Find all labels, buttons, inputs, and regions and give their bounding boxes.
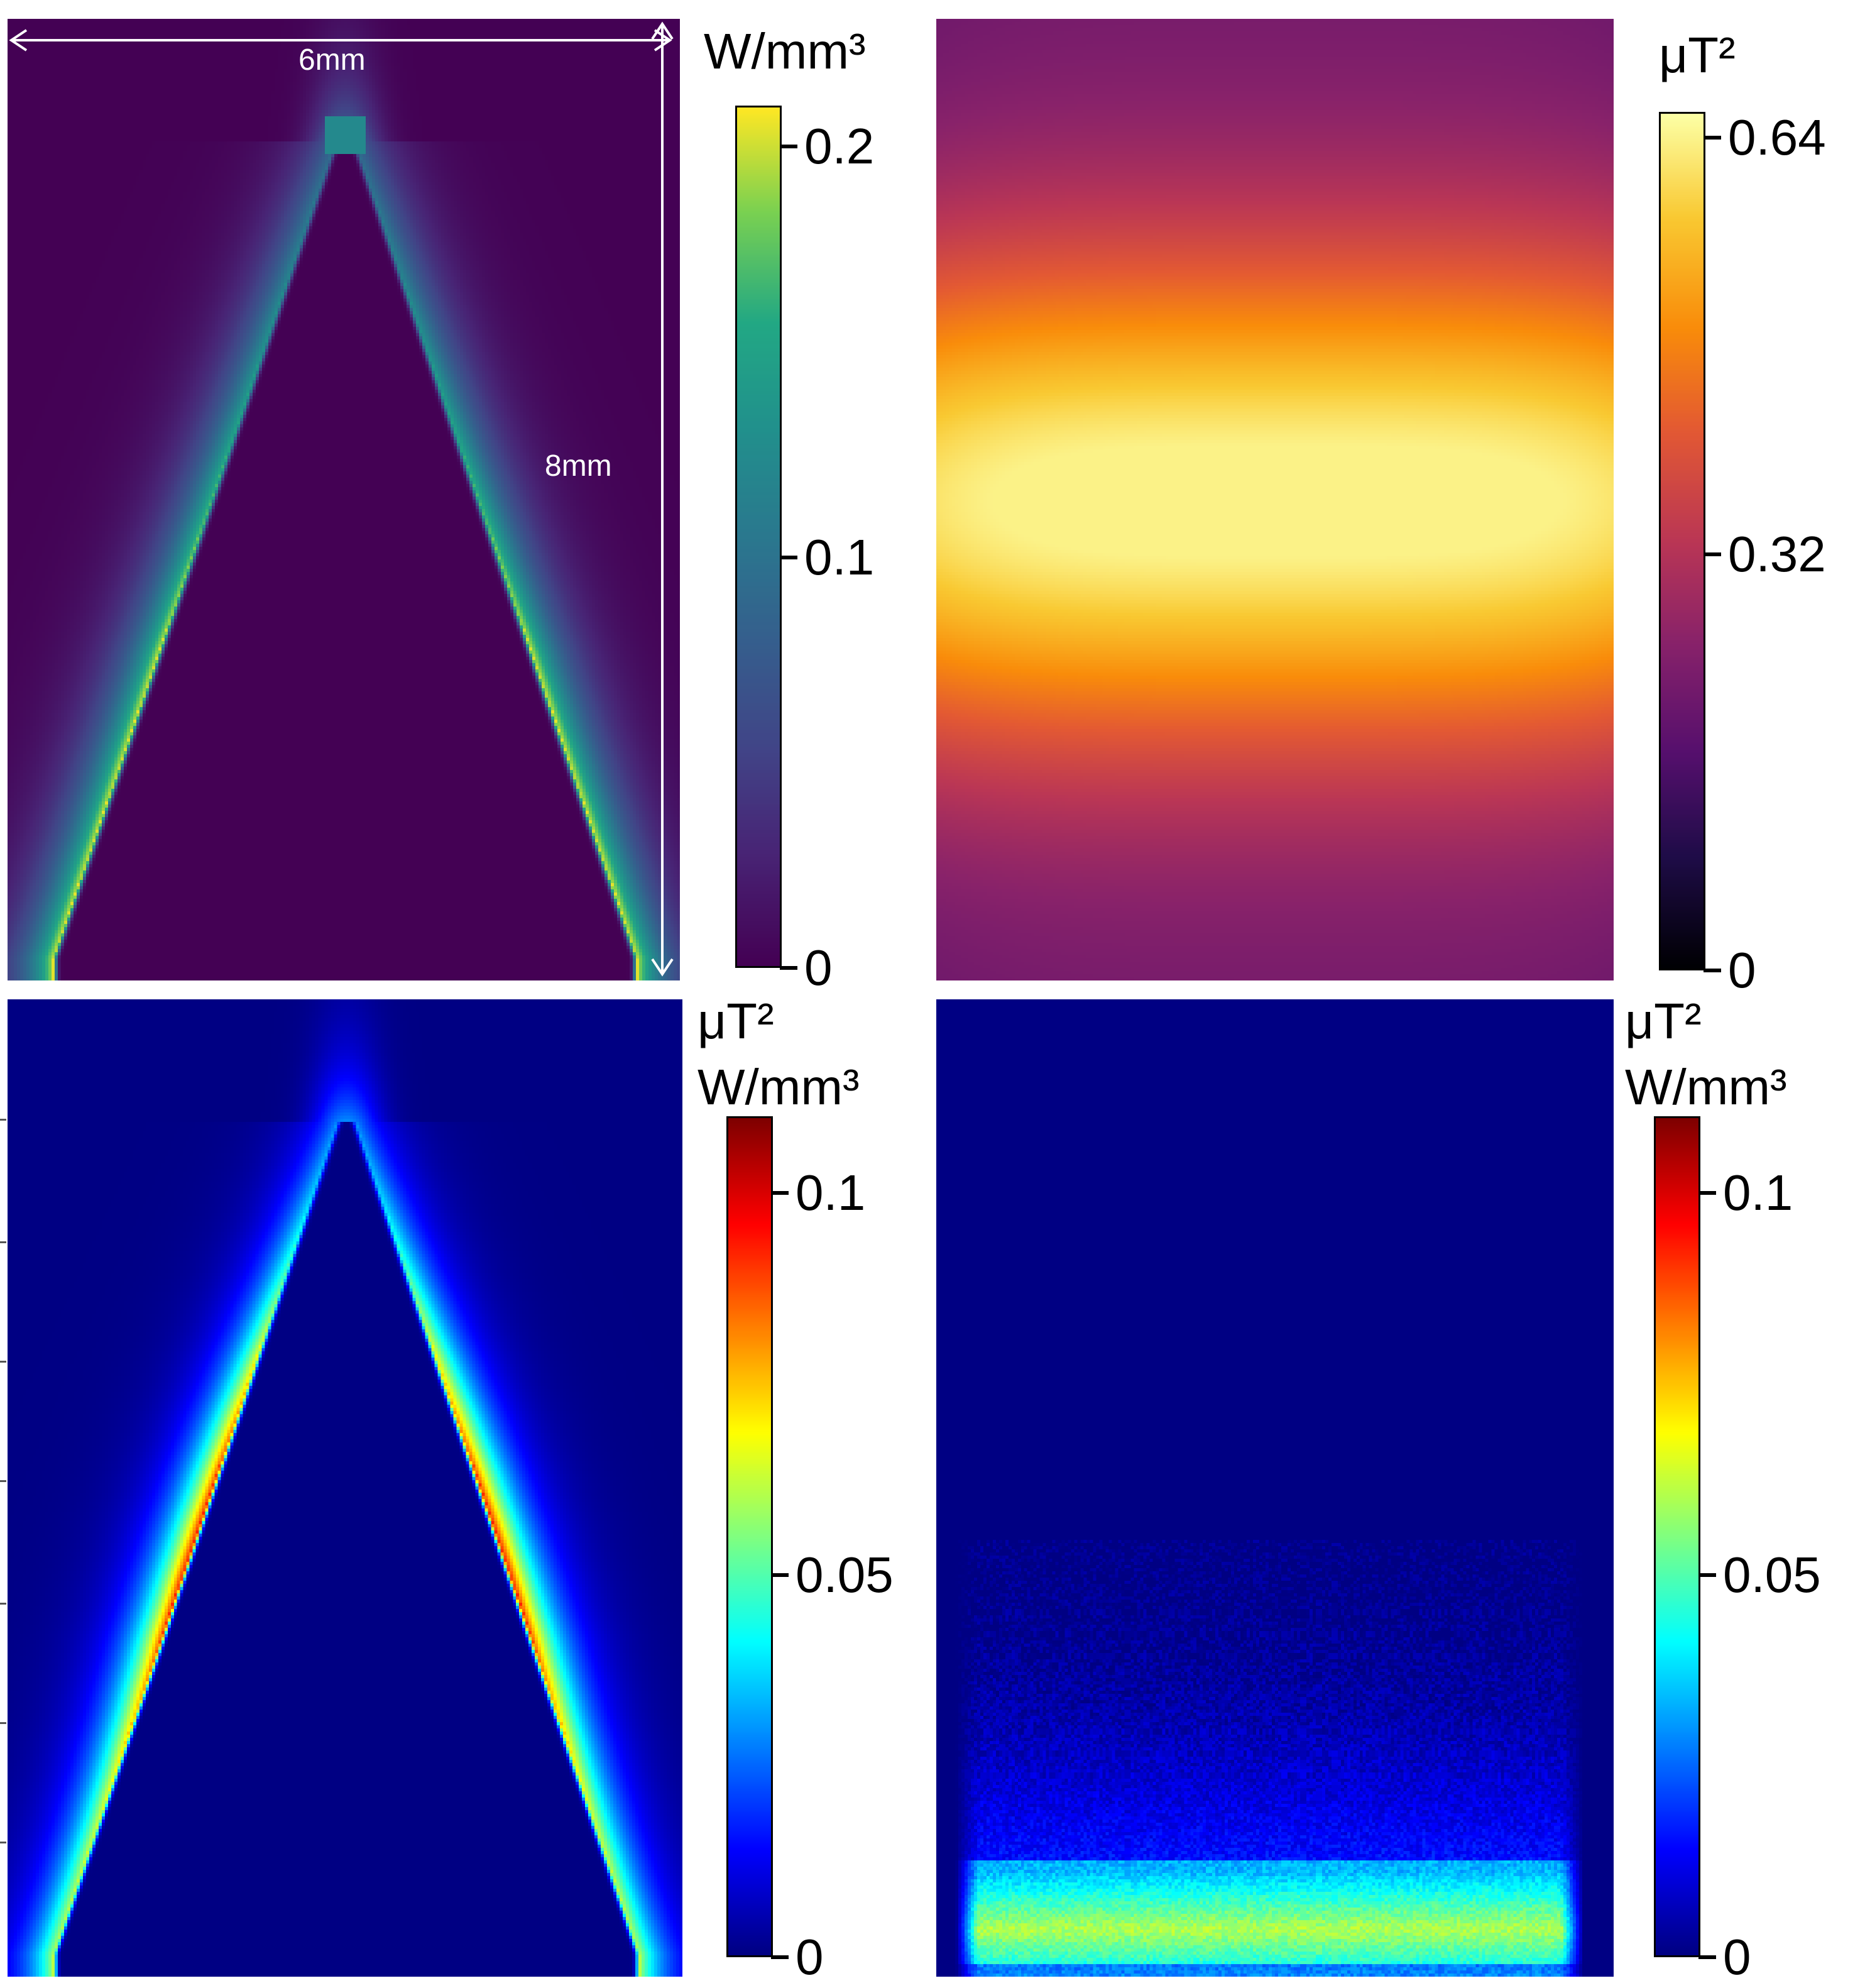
colorbar-tick-label: 0 [1728, 942, 1756, 998]
colorbar-gradient [1656, 1118, 1698, 1955]
colorbar-tick [780, 966, 797, 970]
colorbar-tick-label: 0 [804, 940, 833, 996]
colorbar-unit-bottom-right-2: W/mm³ [1625, 1059, 1787, 1115]
heatmap-top-right-canvas [936, 19, 1614, 980]
colorbar-tick [1698, 1955, 1716, 1959]
colorbar-gradient [728, 1118, 771, 1955]
edge-tick [0, 1722, 6, 1724]
height-label: 8mm [545, 449, 612, 483]
dimension-arrows [9, 21, 674, 977]
heatmap-top-left-canvas [8, 19, 680, 980]
colorbar-tick [1698, 1573, 1716, 1577]
colorbar-tick [771, 1573, 789, 1577]
colorbar-unit-bottom-left-1: μT² [697, 993, 774, 1049]
colorbar-gradient [1661, 114, 1704, 969]
colorbar-tick-label: 0.1 [796, 1164, 866, 1221]
colorbar-tick-label: 0.64 [1728, 109, 1826, 166]
colorbar-tick [1704, 552, 1721, 556]
colorbar-tick [780, 145, 797, 149]
edge-tick [0, 1241, 6, 1243]
colorbar-tick [1704, 136, 1721, 140]
colorbar-tick [1704, 969, 1721, 972]
width-label: 6mm [298, 43, 366, 77]
colorbar-unit-bottom-left-2: W/mm³ [697, 1059, 860, 1115]
colorbar-unit-top-right: μT² [1659, 27, 1736, 83]
colorbar-gradient [737, 107, 780, 966]
colorbar-tick-label: 0.05 [796, 1546, 894, 1603]
edge-tick [0, 1842, 6, 1843]
colorbar-unit-top-left: W/mm³ [704, 23, 866, 79]
heatmap-top-right [936, 19, 1614, 980]
heatmap-bottom-right-canvas [936, 999, 1614, 1977]
colorbar-bottom-left [726, 1116, 773, 1957]
colorbar-tick [780, 555, 797, 559]
colorbar-tick-label: 0 [796, 1929, 824, 1985]
edge-tick [0, 1119, 6, 1121]
heatmap-bottom-right [936, 999, 1614, 1977]
colorbar-tick-label: 0.2 [804, 118, 875, 175]
edge-tick [0, 1480, 6, 1482]
colorbar-tick-label: 0.05 [1723, 1546, 1821, 1603]
edge-tick [0, 1361, 6, 1363]
heatmap-bottom-left-canvas [8, 999, 682, 1977]
edge-tick [0, 1603, 6, 1605]
colorbar-tick-label: 0.1 [1723, 1164, 1793, 1221]
heatmap-top-left: 6mm 8mm [8, 19, 680, 980]
colorbar-tick-label: 0.1 [804, 529, 875, 585]
colorbar-tick-label: 0.32 [1728, 525, 1826, 582]
colorbar-top-left [735, 106, 782, 968]
colorbar-tick [771, 1955, 789, 1959]
colorbar-tick-label: 0 [1723, 1929, 1751, 1985]
colorbar-tick [1698, 1190, 1716, 1195]
colorbar-unit-bottom-right-1: μT² [1625, 993, 1702, 1049]
colorbar-tick [771, 1190, 789, 1195]
heatmap-bottom-left [8, 999, 682, 1977]
colorbar-bottom-right [1654, 1116, 1700, 1957]
colorbar-top-right [1659, 112, 1705, 970]
